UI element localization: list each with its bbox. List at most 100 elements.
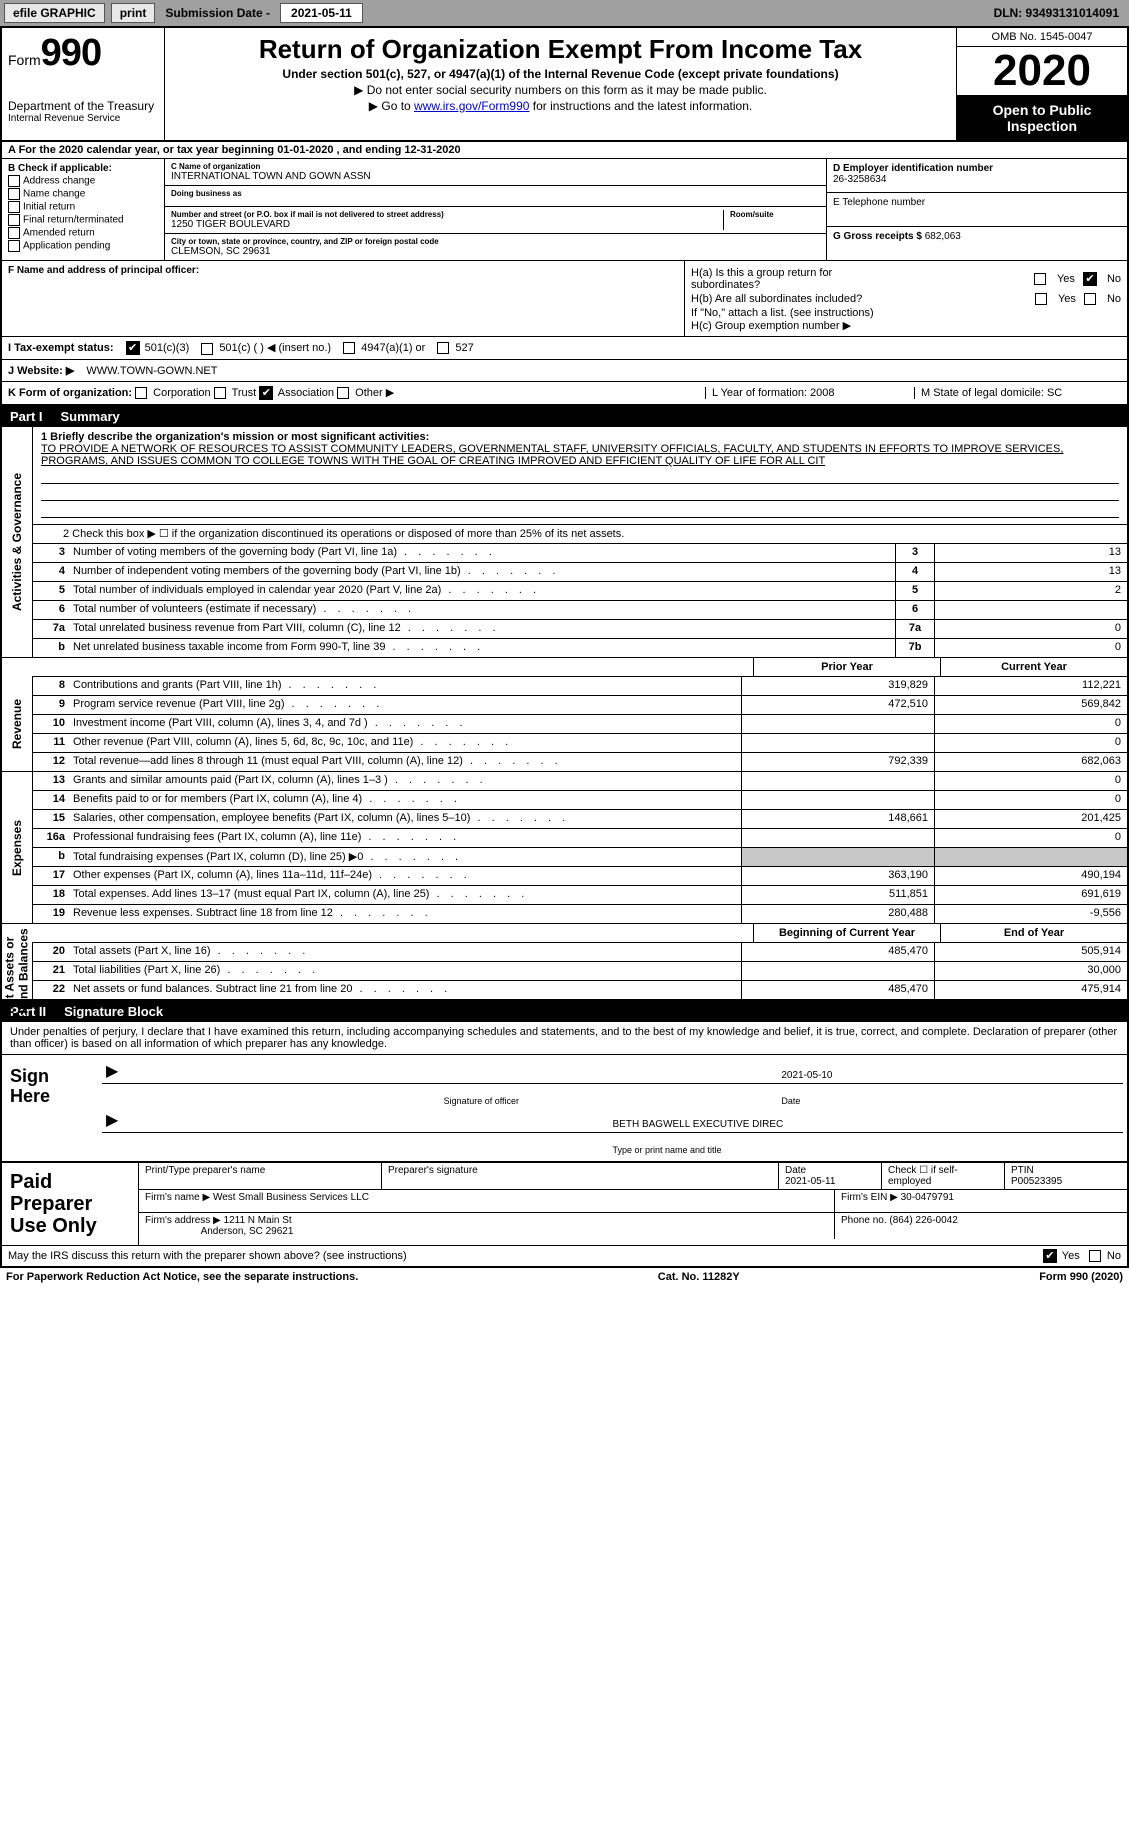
table-row: 10Investment income (Part VIII, column (… xyxy=(33,715,1127,734)
sig-label: Signature of officer xyxy=(444,1096,782,1106)
form-title-box: Return of Organization Exempt From Incom… xyxy=(165,28,956,140)
room-label: Room/suite xyxy=(730,210,820,219)
col-de: D Employer identification number 26-3258… xyxy=(827,159,1127,260)
tax-year: 2020 xyxy=(957,47,1127,96)
year-formation: L Year of formation: 2008 xyxy=(705,387,902,399)
firm-addr2: Anderson, SC 29621 xyxy=(201,1226,294,1237)
col-prior: Prior Year xyxy=(753,658,940,676)
hb-yes[interactable] xyxy=(1035,293,1047,305)
vlabel-expenses: Expenses xyxy=(2,772,33,923)
chk-assoc[interactable]: ✔ xyxy=(259,386,273,400)
chk-trust[interactable] xyxy=(214,387,226,399)
chk-527[interactable] xyxy=(437,342,449,354)
ha-label: H(a) Is this a group return for subordin… xyxy=(691,267,891,291)
chk-initial-return[interactable]: Initial return xyxy=(8,201,158,213)
chk-application-pending[interactable]: Application pending xyxy=(8,240,158,252)
officer-name: BETH BAGWELL EXECUTIVE DIREC xyxy=(613,1119,1120,1130)
chk-4947[interactable] xyxy=(343,342,355,354)
addr-value: 1250 TIGER BOULEVARD xyxy=(171,219,290,230)
gross-label: G Gross receipts $ xyxy=(833,231,922,242)
chk-501c[interactable] xyxy=(201,343,213,355)
print-button[interactable]: print xyxy=(111,3,156,23)
prep-name-hdr: Print/Type preparer's name xyxy=(139,1163,382,1189)
arrow-icon: ▶ xyxy=(106,1110,613,1130)
part2-title: Signature Block xyxy=(64,1004,163,1019)
form-number: 990 xyxy=(41,32,101,74)
org-name-label: C Name of organization xyxy=(171,162,820,171)
vlabel-revenue: Revenue xyxy=(2,677,33,771)
mission-label: 1 Briefly describe the organization's mi… xyxy=(41,431,429,443)
irs-link[interactable]: www.irs.gov/Form990 xyxy=(414,99,529,113)
col-current: Current Year xyxy=(940,658,1127,676)
dln: DLN: 93493131014091 xyxy=(994,6,1125,20)
hc-label: H(c) Group exemption number ▶ xyxy=(691,319,1121,332)
year-box: OMB No. 1545-0047 2020 Open to Public In… xyxy=(956,28,1127,140)
discuss-question: May the IRS discuss this return with the… xyxy=(8,1250,407,1262)
efile-button[interactable]: efile GRAPHIC xyxy=(4,3,105,23)
chk-amended-return[interactable]: Amended return xyxy=(8,227,158,239)
chk-corp[interactable] xyxy=(135,387,147,399)
table-row: 16aProfessional fundraising fees (Part I… xyxy=(33,829,1127,848)
part1-header: Part I Summary xyxy=(2,406,1127,427)
gov-line: 5Total number of individuals employed in… xyxy=(33,582,1127,601)
submission-label: Submission Date - xyxy=(161,6,274,20)
part2-header: Part II Signature Block xyxy=(2,1001,1127,1022)
table-row: 11Other revenue (Part VIII, column (A), … xyxy=(33,734,1127,753)
topbar: efile GRAPHIC print Submission Date - 20… xyxy=(0,0,1129,26)
chk-final-return[interactable]: Final return/terminated xyxy=(8,214,158,226)
prep-date-hdr: Date xyxy=(785,1165,806,1176)
principal-officer-label: F Name and address of principal officer: xyxy=(8,265,199,276)
ein-value: 26-3258634 xyxy=(833,174,886,185)
gov-line: 4Number of independent voting members of… xyxy=(33,563,1127,582)
table-row: 18Total expenses. Add lines 13–17 (must … xyxy=(33,886,1127,905)
discuss-yes[interactable]: ✔ xyxy=(1043,1249,1057,1263)
discuss-no[interactable] xyxy=(1089,1250,1101,1262)
sign-here: Sign Here xyxy=(2,1055,98,1161)
gov-line: 3Number of voting members of the governi… xyxy=(33,544,1127,563)
table-row: 14Benefits paid to or for members (Part … xyxy=(33,791,1127,810)
dba-label: Doing business as xyxy=(171,189,820,198)
firm-name-label: Firm's name ▶ xyxy=(145,1192,210,1203)
goto-note: ▶ Go to www.irs.gov/Form990 for instruct… xyxy=(173,99,948,113)
phone-label: Phone no. xyxy=(841,1215,887,1226)
dept-irs: Internal Revenue Service xyxy=(8,113,158,124)
ptin-hdr: PTIN xyxy=(1011,1165,1034,1176)
table-row: 8Contributions and grants (Part VIII, li… xyxy=(33,677,1127,696)
row-k: K Form of organization: Corporation Trus… xyxy=(8,386,693,400)
omb-number: OMB No. 1545-0047 xyxy=(957,28,1127,47)
firm-ein: 30-0479791 xyxy=(901,1192,954,1203)
form-990: Form990 Department of the Treasury Inter… xyxy=(0,26,1129,1268)
chk-address-change[interactable]: Address change xyxy=(8,175,158,187)
table-row: 19Revenue less expenses. Subtract line 1… xyxy=(33,905,1127,923)
sig-date: 2021-05-10 xyxy=(781,1070,1119,1081)
mission-text: TO PROVIDE A NETWORK OF RESOURCES TO ASS… xyxy=(41,443,1119,467)
firm-name: West Small Business Services LLC xyxy=(213,1192,369,1203)
declaration-text: Under penalties of perjury, I declare th… xyxy=(2,1022,1127,1055)
website-label: J Website: ▶ xyxy=(8,364,74,377)
dept-treasury: Department of the Treasury xyxy=(8,99,158,113)
table-row: 21Total liabilities (Part X, line 26)30,… xyxy=(33,962,1127,981)
arrow-icon: ▶ xyxy=(106,1061,444,1081)
chk-name-change[interactable]: Name change xyxy=(8,188,158,200)
hb-no[interactable] xyxy=(1084,293,1096,305)
table-row: 9Program service revenue (Part VIII, lin… xyxy=(33,696,1127,715)
chk-other[interactable] xyxy=(337,387,349,399)
chk-501c3[interactable]: ✔ xyxy=(126,341,140,355)
hb-label: H(b) Are all subordinates included? xyxy=(691,293,891,305)
gov-line: 7aTotal unrelated business revenue from … xyxy=(33,620,1127,639)
firm-addr-label: Firm's address ▶ xyxy=(145,1215,221,1226)
ha-no[interactable]: ✔ xyxy=(1083,272,1097,286)
website-value: WWW.TOWN-GOWN.NET xyxy=(86,365,217,377)
form-subtitle: Under section 501(c), 527, or 4947(a)(1)… xyxy=(173,67,948,81)
form-label: Form xyxy=(8,52,41,68)
h-note: If "No," attach a list. (see instruction… xyxy=(691,307,1121,319)
table-row: 12Total revenue—add lines 8 through 11 (… xyxy=(33,753,1127,771)
ha-yes[interactable] xyxy=(1034,273,1046,285)
form-id-box: Form990 Department of the Treasury Inter… xyxy=(2,28,165,140)
cat-number: Cat. No. 11282Y xyxy=(658,1271,740,1283)
org-name: INTERNATIONAL TOWN AND GOWN ASSN xyxy=(171,171,371,182)
table-row: 13Grants and similar amounts paid (Part … xyxy=(33,772,1127,791)
part1-title: Summary xyxy=(61,409,120,424)
table-row: 15Salaries, other compensation, employee… xyxy=(33,810,1127,829)
table-row: bTotal fundraising expenses (Part IX, co… xyxy=(33,848,1127,867)
